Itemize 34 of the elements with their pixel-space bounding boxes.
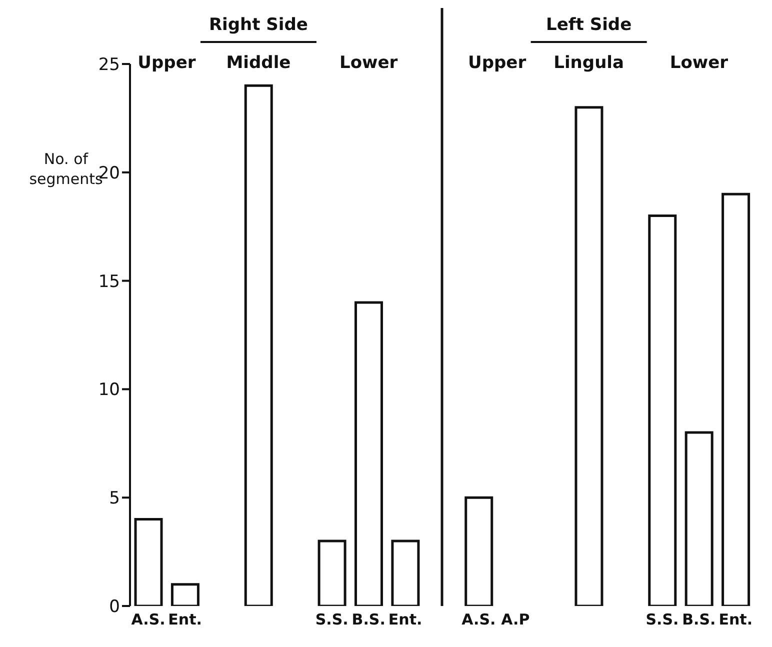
x-tick-label: A.P: [501, 610, 530, 629]
y-tick-label: 5: [109, 488, 120, 509]
text: Right Side: [208, 15, 308, 35]
annotation: Upper: [468, 53, 527, 73]
bar: [170, 583, 200, 606]
x-tick-label: B.S.: [682, 610, 716, 629]
bar: [391, 540, 420, 606]
x-tick-label: B.S.: [352, 610, 386, 629]
bar: [354, 301, 383, 606]
annotation: Lower: [670, 53, 729, 73]
y-tick-label: 25: [98, 55, 120, 76]
x-tick-label: A.S.: [462, 610, 496, 629]
x-tick-label: A.S.: [131, 610, 166, 629]
annotation: Upper: [138, 53, 196, 73]
bar: [648, 214, 677, 606]
x-tick-label: S.S.: [315, 610, 348, 629]
y-tick-label: 10: [98, 380, 120, 400]
y-tick-label: 15: [98, 272, 120, 292]
bar: [684, 431, 714, 606]
bar: [244, 84, 273, 606]
bar: [134, 518, 163, 606]
x-tick-label: Ent.: [388, 610, 422, 629]
text: Left Side: [546, 15, 632, 35]
bar: [318, 540, 346, 606]
annotation: Lower: [340, 53, 398, 73]
y-tick-label: 0: [109, 597, 120, 618]
bar: [722, 192, 750, 606]
bar: [464, 496, 494, 606]
annotation: Middle: [226, 53, 291, 73]
bar: [574, 106, 604, 606]
x-tick-label: Ent.: [718, 610, 753, 629]
x-tick-label: Ent.: [168, 610, 202, 629]
annotation: Lingula: [554, 53, 624, 73]
x-tick-label: S.S.: [646, 610, 679, 629]
